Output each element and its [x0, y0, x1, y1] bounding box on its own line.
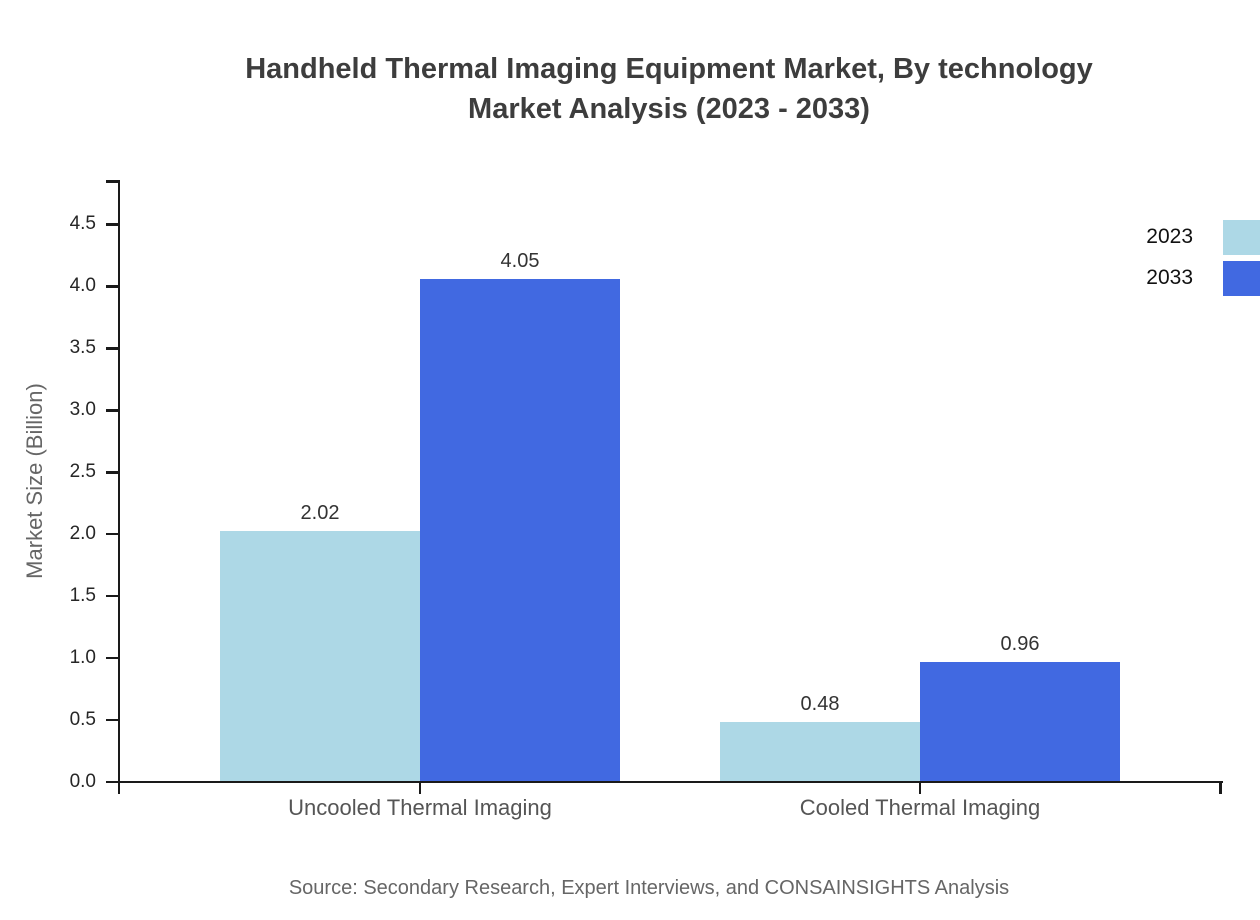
y-tick-label: 1.0 — [69, 647, 96, 669]
bar-value-label: 2.02 — [300, 501, 340, 524]
source-text: Source: Secondary Research, Expert Inter… — [288, 877, 1010, 899]
y-tick-label: 2.0 — [69, 523, 96, 545]
bar-value-label: 4.05 — [500, 250, 540, 273]
bar-2033-1 — [920, 662, 1120, 781]
chart-title: Handheld Thermal Imaging Equipment Marke… — [78, 49, 1260, 129]
y-tick-label: 3.0 — [69, 399, 96, 421]
bar-value-label: 0.96 — [1000, 633, 1040, 656]
x-tick-mark — [918, 782, 922, 794]
category-label: Uncooled Thermal Imaging — [288, 795, 552, 820]
legend-row-2023: 2023 — [1138, 217, 1260, 257]
bar-value-label: 0.48 — [800, 692, 840, 715]
y-tick-label: 4.5 — [69, 213, 96, 235]
y-tick-mark — [105, 656, 118, 660]
x-axis-line — [117, 780, 1223, 784]
x-tick-mark — [418, 782, 422, 794]
y-tick-mark — [105, 594, 118, 598]
y-tick-label: 2.5 — [69, 461, 96, 483]
chart-title-line1: Handheld Thermal Imaging Equipment Marke… — [245, 53, 1093, 85]
bar-2023-1 — [720, 721, 920, 781]
y-tick-mark — [105, 347, 118, 350]
y-tick-label: 0.5 — [69, 709, 96, 731]
y-tick-mark — [105, 532, 118, 536]
category-label: Cooled Thermal Imaging — [799, 795, 1041, 820]
legend-swatch-2033 — [1223, 260, 1260, 296]
bar-2033-0 — [420, 279, 620, 781]
y-tick-mark — [105, 471, 118, 474]
y-tick-label: 3.5 — [69, 337, 96, 359]
bar-2023-0 — [220, 530, 420, 781]
chart-title-line2: Market Analysis (2023 - 2033) — [468, 93, 870, 125]
y-axis-spine — [117, 180, 120, 794]
y-tick-mark — [105, 409, 118, 412]
legend-row-2033: 2033 — [1138, 258, 1260, 298]
y-tick-label: 0.0 — [69, 771, 96, 792]
y-tick-label: 1.5 — [69, 585, 96, 607]
legend-label: 2023 — [1146, 225, 1193, 248]
x-axis-end-tick — [1219, 782, 1222, 794]
y-tick-mark — [105, 223, 118, 226]
y-tick-mark — [105, 780, 118, 784]
y-tick-label: 4.0 — [69, 275, 96, 297]
legend-label: 2033 — [1146, 266, 1193, 289]
y-axis-top-cap — [106, 180, 118, 183]
y-tick-mark — [105, 285, 118, 288]
legend: 2023 2033 — [1138, 217, 1260, 299]
y-tick-mark — [105, 718, 118, 722]
legend-swatch-2023 — [1223, 219, 1260, 255]
